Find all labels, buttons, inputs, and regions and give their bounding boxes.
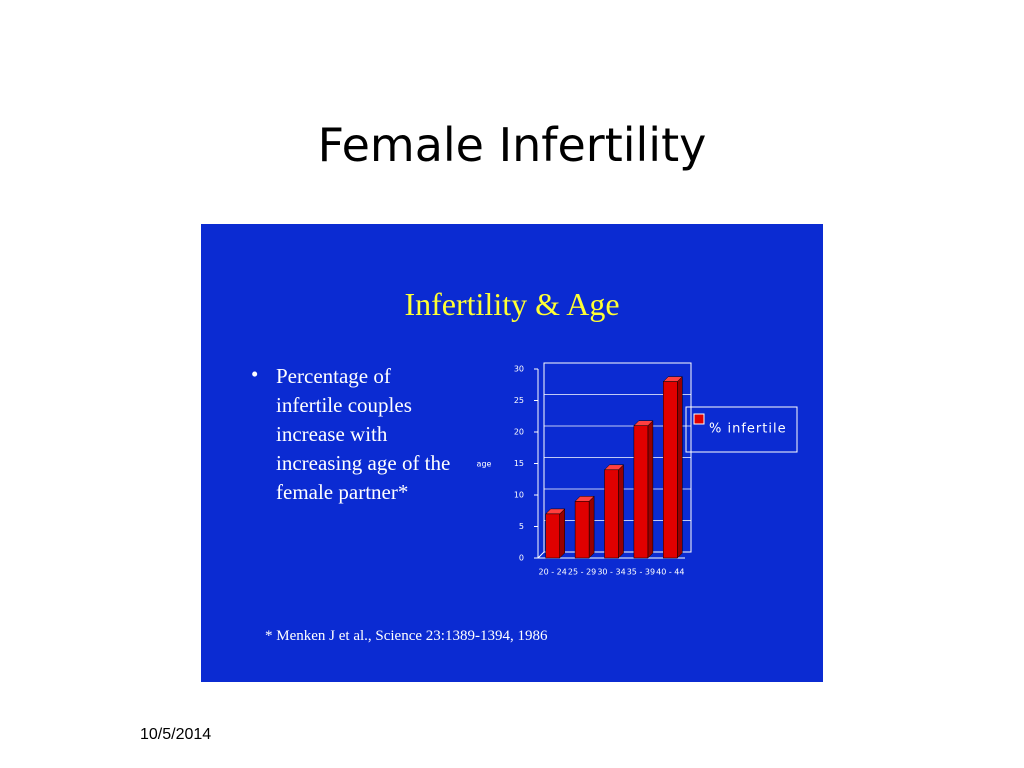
bar-side: [559, 508, 565, 559]
y-tick-label: 0: [519, 554, 524, 563]
chart: 0 5 10 15 20 25 30 age 20 - 24 25 - 29 30 - 34 35 -…: [477, 362, 798, 577]
bar: [574, 501, 590, 559]
bar: [633, 425, 649, 559]
floor-edge: [537, 551, 545, 559]
y-tick-label: 10: [514, 491, 524, 500]
slide-title: Female Infertility: [317, 118, 707, 172]
slide-date: 10/5/2014: [140, 726, 212, 743]
legend-label: % infertile: [709, 422, 787, 437]
bar: [604, 469, 619, 559]
chart-panel: Infertility & Age • Percentage of infert…: [201, 224, 823, 682]
footnote: * Menken J et al., Science 23:1389-1394,…: [265, 628, 548, 644]
bullet-dot: •: [251, 362, 259, 386]
bar: [663, 381, 678, 559]
y-tick-label: 5: [519, 522, 524, 531]
y-axis-label: age: [477, 460, 492, 469]
bar-side: [588, 495, 595, 559]
x-tick-label: 35 - 39: [627, 568, 655, 577]
bar-side: [618, 464, 624, 559]
y-tick-label: 25: [514, 396, 524, 405]
x-tick-label: 20 - 24: [539, 568, 567, 577]
y-tick-label: 30: [514, 365, 524, 374]
y-tick-label: 20: [514, 428, 524, 437]
legend-swatch: [693, 413, 705, 425]
bar: [545, 513, 560, 559]
chart-title: Infertility & Age: [404, 286, 620, 322]
bar-side: [677, 375, 683, 559]
legend-box: [685, 406, 798, 453]
x-tick-label: 40 - 44: [656, 568, 684, 577]
x-tick-label: 25 - 29: [568, 568, 596, 577]
bullet-text: Percentage of infertile couples increase…: [276, 364, 451, 504]
x-tick-label: 30 - 34: [597, 568, 625, 577]
y-tick-label: 15: [514, 459, 524, 468]
bar-side: [647, 420, 654, 559]
